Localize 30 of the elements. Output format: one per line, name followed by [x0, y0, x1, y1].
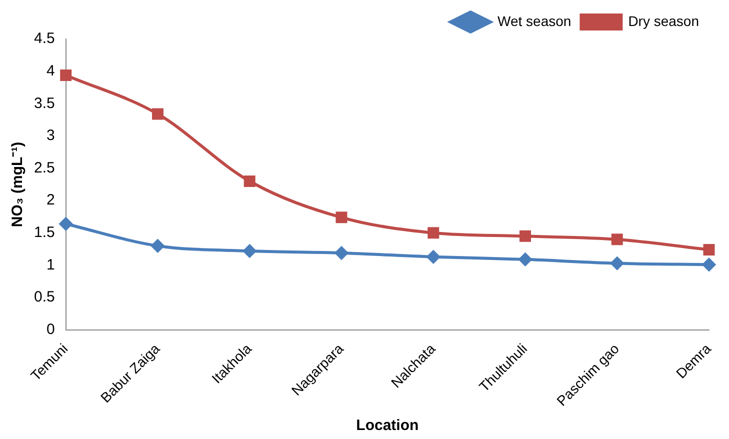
point	[518, 252, 532, 266]
y-tick-label: 1.5	[34, 224, 55, 242]
point	[611, 234, 623, 246]
y-tick-label: 0	[46, 321, 55, 338]
point	[152, 108, 164, 120]
point	[426, 250, 440, 264]
point	[334, 246, 348, 260]
y-tick-label: 4	[46, 62, 55, 80]
point	[702, 258, 716, 272]
y-tick-label: 4.5	[34, 30, 55, 48]
y-tick-label: 2	[46, 192, 55, 209]
point	[610, 256, 624, 270]
point	[520, 230, 531, 242]
y-tick-label: 3	[46, 127, 55, 144]
y-tick-label: 1	[46, 256, 55, 274]
point	[428, 227, 440, 239]
legend-label: Wet season	[498, 12, 572, 29]
legend-label: Dry season	[628, 12, 700, 29]
point	[244, 175, 256, 187]
y-axis-title: NO₃ (mgL⁻¹)	[9, 142, 26, 228]
point	[703, 244, 715, 256]
y-tick-label: 3.5	[34, 94, 55, 112]
y-tick-label: 2.5	[34, 159, 55, 176]
point	[151, 239, 164, 252]
x-axis-title: Location	[356, 417, 419, 434]
point	[336, 212, 348, 224]
point	[59, 217, 72, 230]
point	[243, 244, 256, 258]
point	[60, 69, 72, 81]
y-tick-label: 0.5	[34, 288, 55, 306]
